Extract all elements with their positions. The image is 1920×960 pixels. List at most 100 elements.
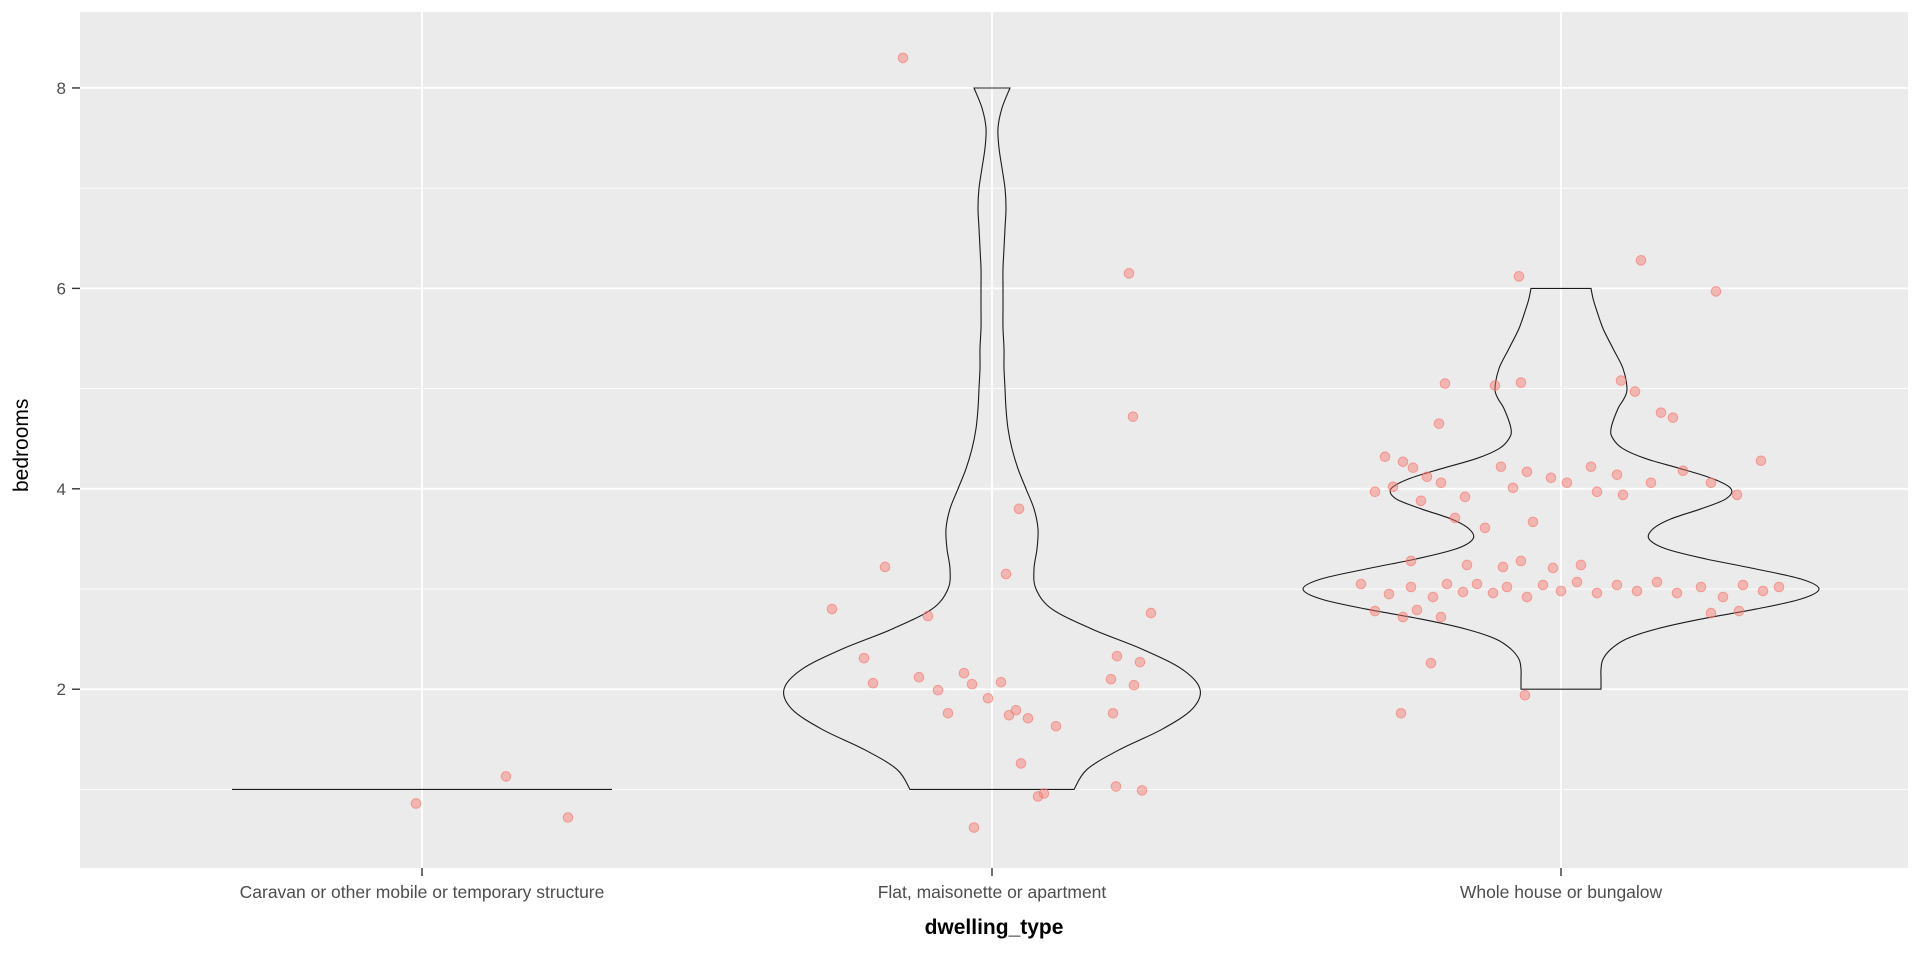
jitter-point [1134, 656, 1146, 668]
jitter-point [1671, 587, 1683, 599]
jitter-point [1571, 576, 1583, 588]
jitter-point [1521, 466, 1533, 478]
y-tick-label: 2 [57, 680, 66, 699]
jitter-point [1449, 512, 1461, 524]
jitter-point [1710, 286, 1722, 297]
jitter-point [867, 677, 879, 689]
jitter-point [1495, 461, 1507, 473]
jitter-point [897, 52, 909, 64]
jitter-point [1615, 375, 1627, 386]
jitter-point [1645, 477, 1657, 489]
jitter-point [1591, 587, 1603, 599]
jitter-point [1733, 605, 1745, 617]
jitter-point [1489, 380, 1501, 391]
jitter-point [1635, 255, 1647, 266]
jitter-point [826, 603, 838, 615]
jitter-point [1439, 378, 1451, 389]
jitter-point [1629, 386, 1641, 397]
jitter-point [1611, 579, 1623, 591]
jitter-point [1369, 486, 1381, 498]
jitter-point [1527, 516, 1539, 528]
jitter-point [410, 798, 422, 809]
y-tick-label: 6 [57, 279, 66, 298]
jitter-point [995, 676, 1007, 688]
jitter-point [1471, 578, 1483, 590]
jitter-point [1110, 781, 1122, 792]
x-axis-title: dwelling_type [924, 916, 1064, 939]
jitter-point [1585, 461, 1597, 473]
jitter-point [1479, 522, 1491, 534]
jitter-point [1537, 579, 1549, 591]
x-tick-label: Whole house or bungalow [1460, 882, 1663, 902]
jitter-point [1379, 451, 1391, 463]
jitter-point [1107, 707, 1119, 719]
jitter-point [1755, 455, 1767, 467]
jitter-point [1441, 578, 1453, 590]
jitter-point [879, 561, 891, 573]
jitter-point [1695, 581, 1707, 593]
jitter-point [1515, 555, 1527, 567]
jitter-point [1369, 605, 1381, 617]
jitter-point [1591, 486, 1603, 498]
jitter-point [1773, 581, 1785, 593]
jitter-point [1405, 581, 1417, 593]
jitter-point [1022, 712, 1034, 724]
jitter-point [1136, 785, 1148, 796]
jitter-point [1513, 271, 1525, 282]
y-tick-label: 4 [57, 480, 66, 499]
jitter-point [1617, 489, 1629, 501]
jitter-point [1655, 407, 1667, 418]
jitter-point [942, 707, 954, 719]
plot-panel [80, 12, 1908, 868]
jitter-point [1355, 578, 1367, 590]
jitter-point [1555, 585, 1567, 597]
jitter-point [1501, 581, 1513, 593]
jitter-point [1111, 650, 1123, 662]
jitter-point [1631, 585, 1643, 597]
jitter-point [1731, 489, 1743, 501]
jitter-point [1395, 707, 1407, 719]
jitter-point [562, 812, 574, 823]
jitter-point [1457, 586, 1469, 598]
jitter-point [1651, 576, 1663, 588]
jitter-point [1405, 555, 1417, 567]
jitter-point [1038, 788, 1050, 799]
jitter-point [1128, 679, 1140, 691]
jitter-point [1050, 721, 1062, 732]
x-tick-label: Caravan or other mobile or temporary str… [240, 882, 605, 902]
jitter-point [932, 684, 944, 696]
jitter-point [500, 771, 512, 782]
x-tick-label: Flat, maisonette or apartment [878, 882, 1107, 902]
jitter-point [1421, 471, 1433, 483]
violin-outline [783, 87, 1201, 790]
jitter-point [968, 822, 980, 833]
jitter-point [1013, 503, 1025, 515]
jitter-point [1411, 604, 1423, 616]
jitter-point [958, 667, 970, 679]
jitter-point [1435, 611, 1447, 623]
jitter-point [1015, 758, 1027, 769]
jitter-point [1415, 495, 1427, 507]
jitter-point [1145, 607, 1157, 619]
jitter-point [1433, 418, 1445, 429]
jitter-point [1611, 469, 1623, 481]
jitter-point [1677, 465, 1689, 477]
jitter-point [1461, 559, 1473, 571]
jitter-point [1435, 477, 1447, 489]
jitter-point [922, 610, 934, 622]
jitter-point [1507, 482, 1519, 494]
jitter-point [1387, 481, 1399, 493]
jitter-point [1397, 611, 1409, 623]
jitter-point [1123, 268, 1135, 279]
jitter-point [1105, 673, 1117, 685]
jitter-point [966, 678, 978, 690]
jitter-point [1397, 456, 1409, 468]
jitter-point [1003, 709, 1015, 721]
jitter-point [1515, 377, 1527, 388]
jitter-point [913, 671, 925, 683]
jitter-point [1000, 568, 1012, 580]
y-tick-label: 8 [57, 79, 66, 98]
jitter-point [1547, 562, 1559, 574]
jitter-point [1497, 561, 1509, 573]
